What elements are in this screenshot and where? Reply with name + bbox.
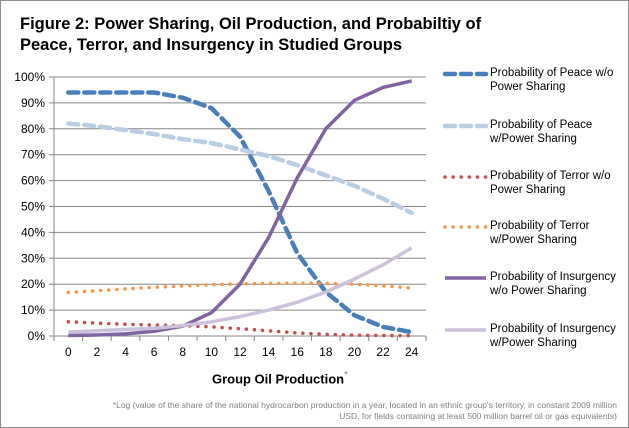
legend-label-line: w/Power Sharing: [490, 234, 577, 246]
y-tick-label: 0%: [28, 329, 46, 343]
legend-label: Probability of Insurgency w/o Power Shari…: [490, 270, 629, 298]
x-tick-label: 2: [94, 345, 101, 359]
y-tick-label: 60%: [21, 174, 45, 188]
legend-swatch: [445, 328, 486, 332]
x-tick-label: 24: [405, 345, 419, 359]
legend-swatch: [443, 175, 488, 179]
legend-label-line: Probability of Terror w/o: [490, 170, 611, 182]
legend-label: Probability of Peace w/Power Sharing: [490, 118, 629, 146]
legend-label-line: Probability of Insurgency: [490, 323, 616, 335]
y-tick-label: 50%: [21, 200, 45, 214]
legend-label-line: Power Sharing: [490, 81, 566, 93]
footnote-line-1: *Log (value of the share of the national…: [112, 400, 617, 410]
chart-title-line-1: Figure 2: Power Sharing, Oil Production,…: [20, 15, 482, 33]
series-line-5: [68, 79, 413, 338]
y-tick-label: 70%: [21, 148, 45, 162]
legend-label-line: Power Sharing: [490, 184, 566, 196]
x-tick-label: 4: [122, 345, 129, 359]
x-axis-label-text: Group Oil Production: [211, 371, 345, 387]
y-tick-label: 40%: [21, 225, 45, 239]
series-line-2: [66, 121, 414, 216]
series-line-3: [66, 320, 414, 338]
y-tick-label: 100%: [14, 70, 45, 84]
series-lines: [66, 79, 414, 338]
x-tick-label: 0: [65, 345, 72, 359]
x-tick-label: 12: [233, 345, 247, 359]
x-axis-ticks: 0 2 4 6 8 10 12 14 16 18 20 22 24: [53, 336, 427, 359]
legend-label: Probability of Terror w/Power Sharing: [490, 219, 629, 247]
footnote: *Log (value of the share of the national…: [57, 400, 617, 422]
x-axis-label: Group Oil Production*: [180, 370, 380, 386]
y-axis-ticks: 0% 10% 20% 30% 40% 50% 60% 70% 80% 90% 100%: [14, 70, 45, 343]
legend-swatch: [442, 71, 489, 77]
legend-label-line: Probability of Peace w/o: [490, 67, 614, 79]
gridlines: [49, 76, 426, 337]
legend-label: Probability of Peace w/o Power Sharing: [490, 66, 629, 94]
x-tick-label: 16: [291, 345, 305, 359]
y-tick-label: 10%: [21, 303, 45, 317]
chart-title-line-2: Peace, Terror, and Insurgency in Studied…: [20, 36, 403, 54]
x-tick-label: 6: [151, 345, 158, 359]
x-tick-label: 22: [376, 345, 390, 359]
chart-title: Figure 2: Power Sharing, Oil Production,…: [20, 14, 482, 56]
legend-label: Probability of Insurgency w/Power Sharing: [490, 322, 629, 350]
y-tick-label: 80%: [21, 122, 45, 136]
legend-label-line: w/Power Sharing: [490, 133, 577, 145]
x-tick-label: 8: [179, 345, 186, 359]
legend-label-line: Probability of Insurgency: [490, 271, 616, 283]
x-tick-label: 20: [348, 345, 362, 359]
y-tick-label: 30%: [21, 251, 45, 265]
legend-swatch: [442, 123, 489, 129]
y-tick-label: 90%: [21, 96, 45, 110]
legend-swatch: [445, 276, 486, 280]
x-tick-label: 18: [319, 345, 333, 359]
legend-label-line: w/Power Sharing: [490, 337, 577, 349]
legend-label: Probability of Terror w/o Power Sharing: [490, 169, 629, 197]
legend-swatch: [443, 225, 488, 229]
series-line-1: [66, 90, 414, 335]
series-line-6: [68, 246, 413, 334]
legend-label-line: Probability of Terror: [490, 220, 590, 232]
x-axis-label-marker: *: [344, 370, 349, 381]
y-tick-label: 20%: [21, 277, 45, 291]
legend-label-line: Probability of Peace: [490, 119, 593, 131]
legend-label-line: w/o Power Sharing: [490, 285, 587, 297]
footnote-line-2: USD, for fields containing at least 500 …: [339, 411, 617, 421]
x-tick-label: 14: [262, 345, 276, 359]
x-tick-label: 10: [205, 345, 219, 359]
